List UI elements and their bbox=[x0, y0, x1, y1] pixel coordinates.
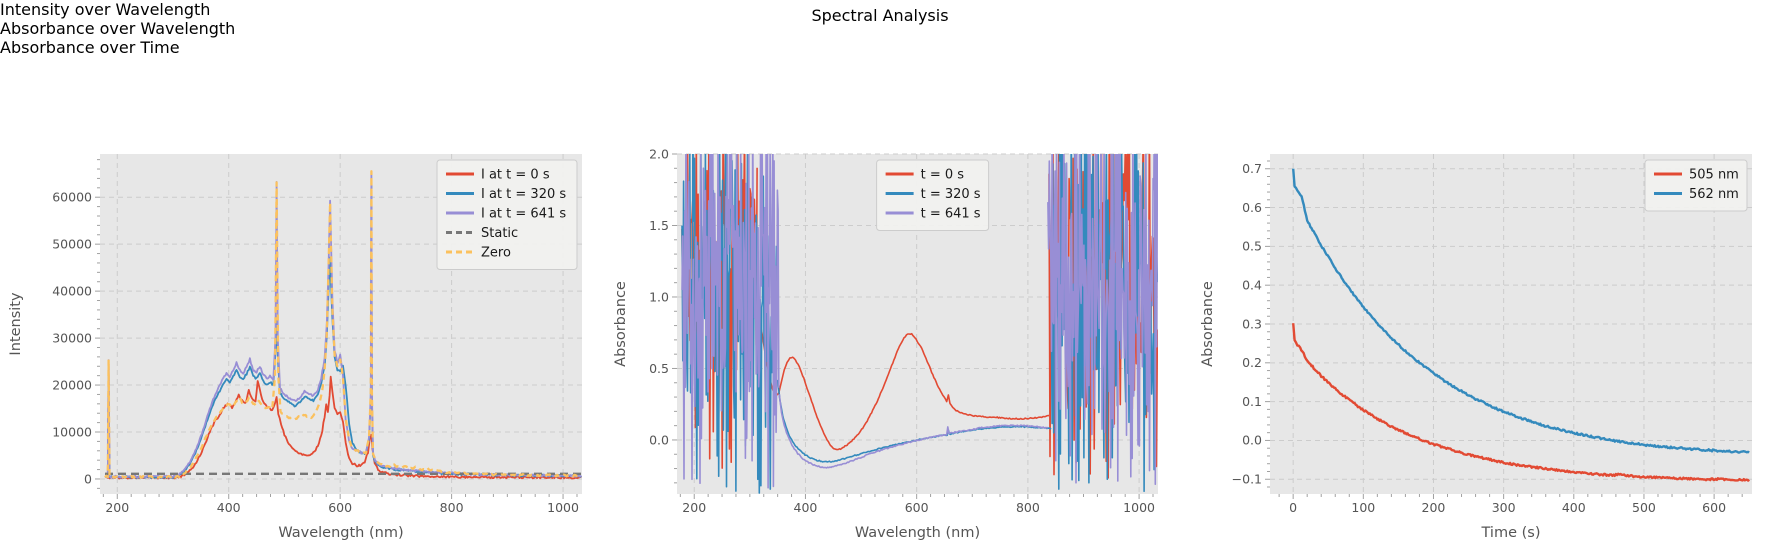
legend: 505 nm 562 nm bbox=[1644, 159, 1748, 212]
svg-text:−0.1: −0.1 bbox=[1232, 472, 1262, 487]
y-axis-label: Intensity bbox=[8, 292, 24, 356]
svg-text:50000: 50000 bbox=[52, 236, 92, 251]
svg-text:0.5: 0.5 bbox=[649, 361, 669, 376]
legend-label: t = 320 s bbox=[921, 187, 981, 202]
svg-text:500: 500 bbox=[1632, 500, 1656, 515]
svg-text:60000: 60000 bbox=[52, 190, 92, 205]
series-group bbox=[1292, 168, 1751, 482]
svg-text:400: 400 bbox=[217, 500, 241, 515]
svg-text:100: 100 bbox=[1351, 500, 1375, 515]
svg-text:0.7: 0.7 bbox=[1242, 161, 1262, 176]
legend: t = 0 s t = 320 s t = 641 s bbox=[876, 159, 990, 231]
svg-text:600: 600 bbox=[905, 500, 929, 515]
series-t-641-s bbox=[681, 154, 1158, 489]
legend-label: t = 0 s bbox=[921, 167, 965, 182]
legend: I at t = 0 s I at t = 320 s I at t = 641 s… bbox=[436, 159, 578, 270]
series-group bbox=[104, 170, 582, 480]
series-i-at-t-0-s bbox=[104, 361, 582, 480]
svg-text:20000: 20000 bbox=[52, 377, 92, 392]
svg-text:600: 600 bbox=[1702, 500, 1726, 515]
svg-text:1.0: 1.0 bbox=[649, 289, 669, 304]
x-axis-label: Time (s) bbox=[1481, 525, 1541, 541]
subplot-3-title: Absorbance over Time bbox=[0, 38, 180, 57]
figure-suptitle: Spectral Analysis bbox=[811, 6, 949, 25]
svg-text:400: 400 bbox=[1562, 500, 1586, 515]
legend-label: I at t = 320 s bbox=[481, 187, 566, 202]
svg-text:300: 300 bbox=[1492, 500, 1516, 515]
legend-label: Static bbox=[481, 226, 518, 241]
y-axis-label: Absorbance bbox=[1200, 281, 1216, 367]
svg-text:1.5: 1.5 bbox=[649, 218, 669, 233]
series-zero bbox=[104, 170, 582, 479]
svg-text:200: 200 bbox=[1422, 500, 1446, 515]
subplot-2-title: Absorbance over Wavelength bbox=[0, 19, 236, 38]
svg-text:0.0: 0.0 bbox=[1242, 433, 1262, 448]
legend-label: I at t = 641 s bbox=[481, 206, 566, 221]
svg-text:200: 200 bbox=[682, 500, 706, 515]
svg-text:0.3: 0.3 bbox=[1242, 316, 1262, 331]
svg-text:200: 200 bbox=[105, 500, 129, 515]
svg-text:1000: 1000 bbox=[547, 500, 579, 515]
subplot-absorbance-over-time: 0 100 200 300 400 500 600 −0.1 0.0 0.1 0.2 0.3 0.4 0.… bbox=[1200, 154, 1752, 541]
series-505-nm bbox=[1292, 323, 1751, 482]
svg-text:800: 800 bbox=[440, 500, 464, 515]
svg-text:0: 0 bbox=[84, 471, 92, 486]
svg-text:0.0: 0.0 bbox=[649, 432, 669, 447]
legend-label: I at t = 0 s bbox=[481, 167, 550, 182]
svg-text:2.0: 2.0 bbox=[649, 146, 669, 161]
legend-label: 562 nm bbox=[1689, 187, 1739, 202]
x-axis-label: Wavelength (nm) bbox=[855, 525, 980, 541]
subplot-absorbance-over-wavelength: 200 400 600 800 1000 0.0 0.5 1.0 1.5 2.0 Wavelengt… bbox=[613, 146, 1158, 541]
svg-text:800: 800 bbox=[1016, 500, 1040, 515]
svg-text:0.5: 0.5 bbox=[1242, 239, 1262, 254]
svg-text:400: 400 bbox=[794, 500, 818, 515]
legend-label: Zero bbox=[481, 245, 511, 260]
legend-label: t = 641 s bbox=[921, 206, 981, 221]
series-group bbox=[681, 154, 1158, 494]
x-axis-label: Wavelength (nm) bbox=[278, 525, 403, 541]
gridlines bbox=[1270, 154, 1752, 494]
svg-text:600: 600 bbox=[328, 500, 352, 515]
series-562-nm bbox=[1292, 168, 1750, 454]
svg-text:0.4: 0.4 bbox=[1242, 277, 1262, 292]
legend-label: 505 nm bbox=[1689, 167, 1739, 182]
y-axis-label: Absorbance bbox=[613, 281, 629, 367]
svg-text:30000: 30000 bbox=[52, 330, 92, 345]
figure-canvas: 200 400 600 800 1000010000200003000040000500… bbox=[8, 146, 1752, 541]
svg-text:0.6: 0.6 bbox=[1242, 200, 1262, 215]
svg-text:0.2: 0.2 bbox=[1242, 355, 1262, 370]
svg-text:1000: 1000 bbox=[1123, 500, 1155, 515]
svg-text:0.1: 0.1 bbox=[1242, 394, 1262, 409]
svg-text:10000: 10000 bbox=[52, 424, 92, 439]
svg-text:40000: 40000 bbox=[52, 283, 92, 298]
subplot-1-title: Intensity over Wavelength bbox=[0, 0, 211, 19]
svg-text:0: 0 bbox=[1289, 500, 1297, 515]
subplot-intensity-over-wavelength: 200 400 600 800 1000010000200003000040000500… bbox=[8, 154, 582, 541]
